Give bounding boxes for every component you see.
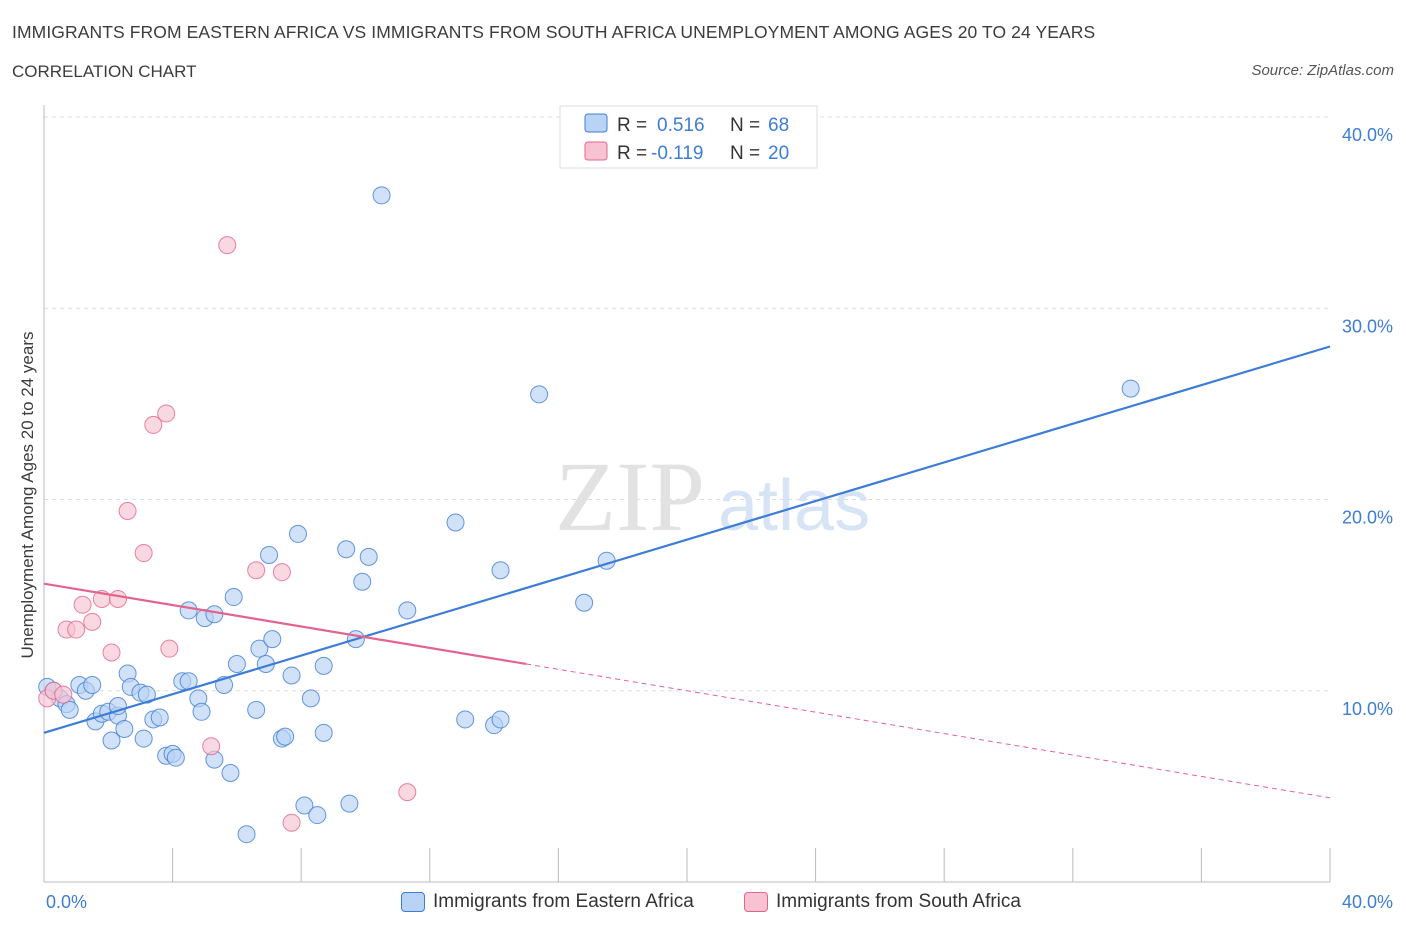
stats-legend-r-label: R = [617,115,647,136]
y-tick-label: 40.0% [1342,125,1393,145]
tick-labels: 10.0% 20.0% 30.0% 40.0% 0.0% 40.0% [46,125,1393,912]
data-points [38,186,1140,844]
point-eastern-africa [150,708,169,727]
stats-legend-n-label: N = [730,143,760,164]
point-eastern-africa [276,727,295,746]
trend-line-eastern-africa [43,345,1331,734]
stats-legend-r-value: 0.516 [657,115,705,136]
legend-label-south-africa: Immigrants from South Africa [776,891,1021,912]
point-eastern-africa [491,710,510,729]
point-south-africa [218,236,237,255]
trend-lines [43,345,1331,799]
point-south-africa [108,589,127,608]
trend-line-south-africa [43,582,527,666]
point-eastern-africa [288,524,307,543]
point-south-africa [157,404,176,423]
point-eastern-africa [1121,379,1140,398]
point-eastern-africa [83,676,102,695]
point-eastern-africa [237,825,256,844]
point-eastern-africa [115,720,134,738]
point-eastern-africa [282,666,301,685]
stats-legend-n-value: 68 [768,115,789,136]
point-eastern-africa [314,723,333,742]
watermark-atlas: atlas [718,466,870,546]
point-south-africa [134,544,153,563]
point-eastern-africa [295,796,314,815]
point-eastern-africa [263,630,282,649]
stats-legend-r-value: -0.119 [651,143,703,164]
point-south-africa [118,501,137,520]
y-tick-label: 30.0% [1342,316,1393,336]
y-tick-label: 10.0% [1342,699,1393,719]
point-eastern-africa [60,700,79,719]
point-eastern-africa [372,186,391,205]
point-eastern-africa [221,763,240,782]
stats-legend-swatch-blue [584,113,608,133]
point-south-africa [54,685,73,704]
legend-item-south-africa[interactable]: Immigrants from South Africa [744,888,1021,916]
point-eastern-africa [301,689,320,708]
point-eastern-africa [260,545,279,564]
point-eastern-africa [398,601,417,620]
point-eastern-africa [353,572,372,591]
point-eastern-africa [205,605,224,624]
point-eastern-africa [224,588,243,607]
point-south-africa [144,415,163,434]
point-eastern-africa [340,794,359,813]
point-eastern-africa [491,561,510,580]
point-eastern-africa [250,639,269,658]
point-south-africa [247,561,266,580]
watermark: ZIP atlas [555,441,870,552]
stats-legend-n-label: N = [730,115,760,136]
point-south-africa [83,612,102,631]
source-label: Source: ZipAtlas.com [1251,62,1394,79]
point-eastern-africa [247,700,266,719]
stats-legend-swatch-pink [584,141,608,161]
point-eastern-africa [446,513,465,532]
point-eastern-africa [179,601,198,620]
point-south-africa [202,737,221,756]
stats-legend: R = 0.516 N = 68 R = -0.119 N = 20 [559,105,818,169]
point-eastern-africa [308,806,327,825]
point-south-africa [102,643,121,662]
point-eastern-africa [575,593,594,612]
legend-item-eastern-africa[interactable]: Immigrants from Eastern Africa [401,888,694,916]
y-tick-label: 20.0% [1342,508,1393,528]
x-tick-label: 40.0% [1342,892,1393,912]
point-eastern-africa [102,731,121,750]
point-eastern-africa [192,702,211,721]
point-eastern-africa [227,654,246,673]
point-south-africa [73,595,92,614]
point-south-africa [398,783,417,802]
point-south-africa [272,563,291,582]
point-eastern-africa [359,547,378,566]
chart-subtitle: CORRELATION CHART [12,62,197,81]
point-eastern-africa [337,540,356,559]
chart-title: IMMIGRANTS FROM EASTERN AFRICA VS IMMIGR… [12,22,1096,42]
watermark-zip: ZIP [555,441,705,552]
point-eastern-africa [456,710,475,729]
point-south-africa [67,620,86,639]
point-eastern-africa [134,729,153,748]
y-axis-label: Unemployment Among Ages 20 to 24 years [18,332,37,659]
axes [43,105,1331,883]
trend-extension-south-africa [526,663,1331,799]
legend-swatch-blue [401,892,425,912]
legend-label-eastern-africa: Immigrants from Eastern Africa [433,891,694,912]
point-eastern-africa [137,685,156,704]
legend-swatch-pink [744,892,768,912]
stats-legend-n-value: 20 [768,143,789,164]
x-tick-label: 0.0% [46,892,87,912]
point-eastern-africa [530,385,549,404]
point-eastern-africa [314,656,333,675]
point-south-africa [282,813,301,832]
stats-legend-r-label: R = [617,143,647,164]
point-eastern-africa [166,748,185,767]
point-south-africa [160,639,179,658]
